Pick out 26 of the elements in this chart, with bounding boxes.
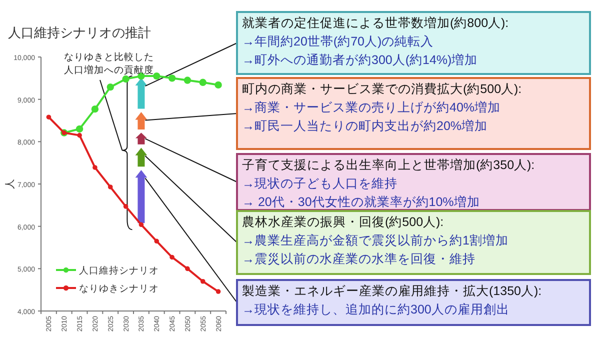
point [200, 278, 206, 284]
y-axis-title: 人 [5, 179, 16, 189]
point [77, 132, 82, 138]
legend-label: 人口維持シナリオ [79, 264, 159, 276]
point [108, 184, 113, 190]
legend-label: なりゆきシナリオ [79, 284, 159, 294]
point [154, 238, 160, 244]
annotation: なりゆきと比較した [64, 51, 154, 63]
point [216, 289, 221, 294]
chart-title: 人口維持シナリオの推計 [8, 25, 151, 40]
point [92, 165, 98, 170]
point [170, 254, 174, 260]
annotation: 人口増加への貢献度 [64, 64, 154, 76]
point [123, 204, 128, 209]
point [91, 105, 99, 113]
point [168, 74, 176, 82]
point [76, 125, 84, 133]
point [199, 78, 206, 86]
point [153, 72, 160, 80]
point [138, 222, 144, 228]
point [46, 114, 52, 120]
point [184, 76, 192, 84]
point [106, 83, 114, 91]
point [214, 81, 222, 89]
point [185, 266, 190, 272]
point [122, 75, 130, 83]
